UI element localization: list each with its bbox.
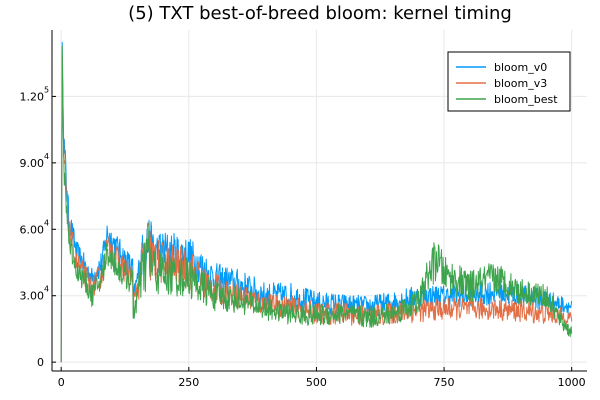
y-tick-exponent: 4 <box>44 285 49 294</box>
x-tick-label: 250 <box>178 376 199 389</box>
y-tick-exponent: 5 <box>44 85 49 94</box>
legend: bloom_v0 bloom_v3 bloom_best <box>447 51 571 112</box>
legend-label: bloom_v3 <box>494 77 547 90</box>
y-tick-label: 6.00 <box>20 223 45 236</box>
x-tick-label: 1000 <box>558 376 586 389</box>
y-tick-label: 9.00 <box>20 157 45 170</box>
x-tick-label: 750 <box>434 376 455 389</box>
series-layer <box>60 41 573 363</box>
chart-title: (5) TXT best-of-breed bloom: kernel timi… <box>128 3 512 24</box>
series-line-bloom_best <box>60 45 573 363</box>
x-tick-label: 500 <box>306 376 327 389</box>
y-tick-label: 0 <box>37 356 44 369</box>
legend-label: bloom_v0 <box>494 61 547 74</box>
y-tick-exponent: 4 <box>44 218 49 227</box>
y-tick-label: 3.00 <box>20 290 45 303</box>
legend-label: bloom_best <box>494 93 558 106</box>
y-tick-exponent: 4 <box>44 152 49 161</box>
y-tick-label: 1.20 <box>20 90 45 103</box>
legend-box <box>447 51 571 112</box>
x-tick-label: 0 <box>58 376 65 389</box>
